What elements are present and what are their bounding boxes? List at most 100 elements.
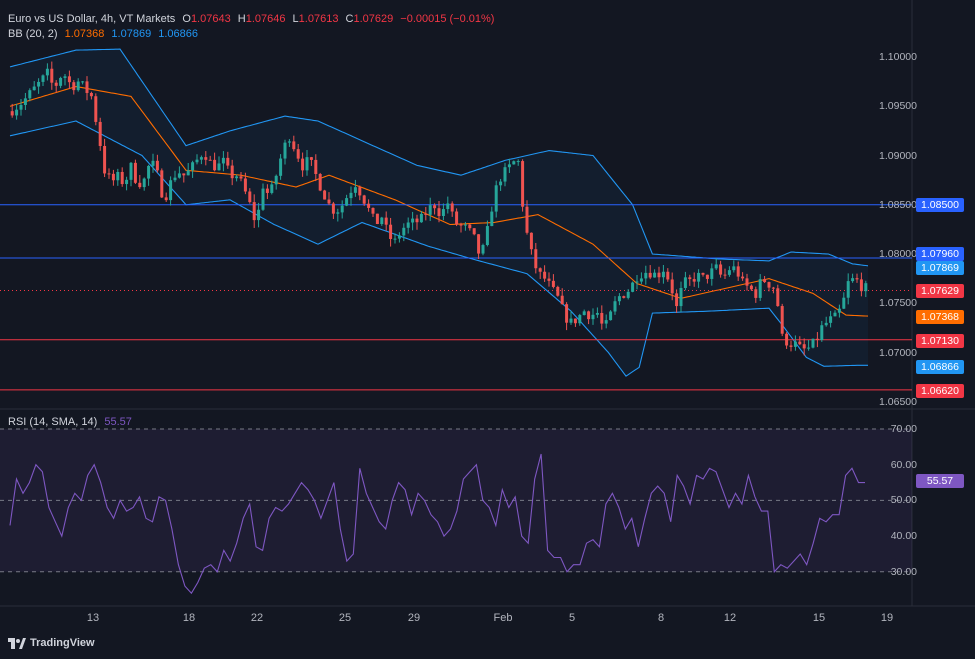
candle-body [37, 81, 41, 87]
candle-body [129, 162, 133, 180]
candle-body [23, 98, 27, 105]
candle-body [481, 245, 485, 254]
candle-body [323, 190, 327, 200]
candle-body [32, 86, 36, 91]
candle-body [362, 195, 366, 204]
open-label: O [182, 13, 191, 25]
time-tick: 12 [723, 612, 737, 624]
candle-body [397, 235, 401, 239]
candle-body [749, 285, 753, 290]
candle-body [358, 187, 362, 196]
candle-body [59, 77, 63, 86]
candle-body [767, 282, 771, 288]
candle-body [160, 170, 164, 198]
rsi-tick: 30.00 [890, 566, 917, 578]
candle-body [41, 75, 45, 82]
open-value: 1.07643 [190, 13, 231, 25]
candle-body [226, 157, 230, 166]
time-tick: 19 [880, 612, 894, 624]
candle-body [670, 279, 674, 294]
candle-body [477, 234, 481, 254]
time-tick: Feb [493, 612, 513, 624]
candle-body [851, 278, 855, 282]
candle-body [437, 208, 441, 216]
candle-body [283, 142, 287, 159]
candle-body [72, 82, 76, 91]
rsi-label[interactable]: RSI (14, SMA, 14) [8, 416, 98, 428]
candle-body [560, 295, 564, 305]
candle-body [807, 347, 811, 349]
candle-body [842, 297, 846, 309]
candle-body [780, 306, 784, 334]
candle-body [622, 296, 626, 298]
candle-body [213, 159, 217, 171]
candle-body [736, 266, 740, 277]
candle-body [296, 149, 300, 159]
rsi-tick: 70.00 [890, 423, 917, 435]
candle-body [384, 217, 388, 225]
candle-body [626, 291, 630, 298]
candle-body [525, 206, 529, 233]
candle-body [815, 338, 819, 340]
candle-body [446, 203, 450, 210]
candle-body [85, 81, 89, 93]
candle-body [169, 180, 173, 201]
rsi-legend: RSI (14, SMA, 14) 55.57 [8, 416, 136, 428]
candle-body [485, 226, 489, 246]
price-tick: 1.07000 [879, 347, 917, 359]
rsi-tick: 60.00 [890, 459, 917, 471]
candle-body [587, 311, 591, 320]
candle-body [120, 171, 124, 185]
candle-body [327, 199, 331, 204]
candle-body [433, 205, 437, 209]
candle-body [309, 157, 313, 160]
candle-body [543, 271, 547, 279]
candle-body [833, 312, 837, 317]
last-price-badge: 1.07629 [916, 284, 964, 298]
candle-body [380, 217, 384, 225]
candle-body [10, 111, 14, 116]
close-label: C [345, 13, 354, 25]
level-badge-blue: 1.07960 [916, 247, 964, 261]
time-tick: 13 [86, 612, 100, 624]
bb-label[interactable]: BB (20, 2) [8, 28, 58, 40]
candle-body [829, 316, 833, 323]
candle-body [349, 192, 353, 199]
candle-body [719, 264, 723, 275]
bb-basis-badge: 1.07368 [916, 310, 964, 324]
price-tick: 1.08000 [879, 248, 917, 260]
candle-body [798, 341, 802, 345]
candle-body [243, 178, 247, 192]
candle-body [19, 104, 23, 110]
symbol-title[interactable]: Euro vs US Dollar, 4h, VT Markets [8, 13, 176, 25]
candle-body [855, 278, 859, 280]
candle-body [490, 211, 494, 227]
candle-body [261, 188, 265, 210]
low-label: L [292, 13, 299, 25]
candle-body [111, 173, 115, 181]
candle-body [142, 178, 146, 188]
time-tick: 15 [812, 612, 826, 624]
candle-body [147, 165, 151, 179]
candle-body [705, 274, 709, 279]
candle-body [45, 68, 49, 76]
tradingview-logo[interactable]: TradingView [8, 637, 95, 649]
candle-body [763, 279, 767, 283]
bb-legend: BB (20, 2) 1.07368 1.07869 1.06866 [8, 28, 202, 40]
candle-body [503, 167, 507, 182]
candle-body [714, 264, 718, 269]
candle-body [859, 279, 863, 292]
candle-body [824, 322, 828, 326]
candle-body [846, 281, 850, 298]
time-tick: 5 [568, 612, 576, 624]
time-tick: 8 [657, 612, 665, 624]
candle-body [776, 288, 780, 307]
candle-body [732, 266, 736, 271]
candle-body [204, 157, 208, 160]
candle-body [248, 191, 252, 203]
candle-body [727, 270, 731, 275]
change-value: −0.00015 (−0.01%) [400, 13, 495, 25]
candle-body [235, 176, 239, 179]
candle-body [675, 293, 679, 307]
